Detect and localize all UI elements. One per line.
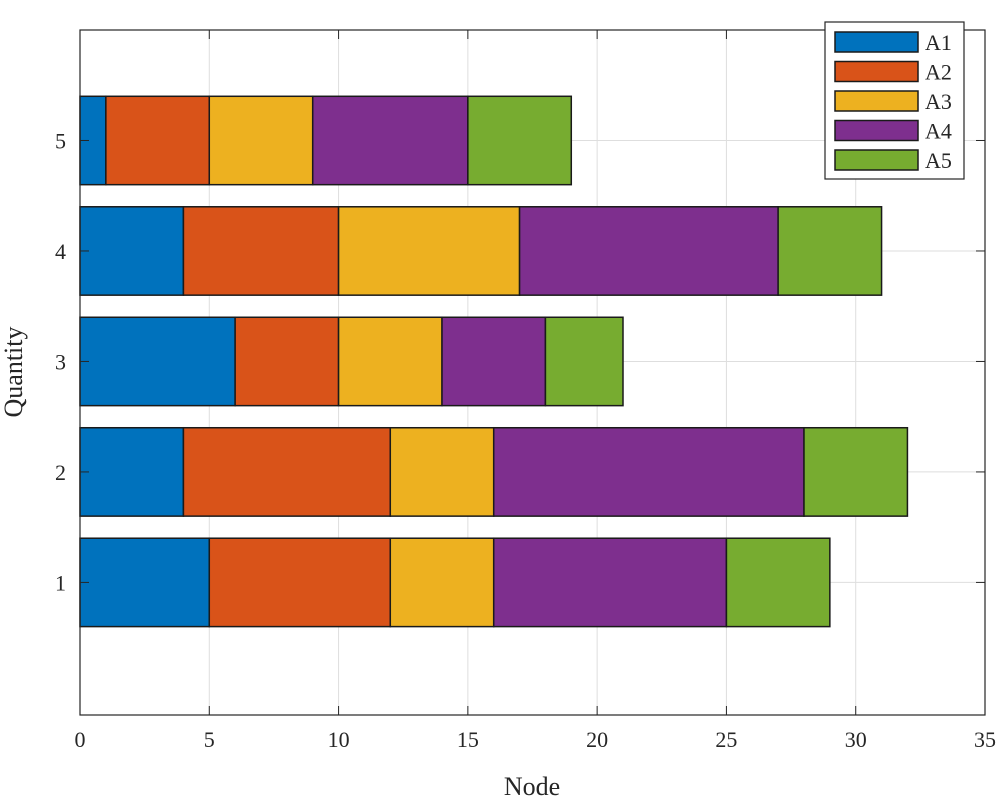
bar-a2-q1: [208, 537, 392, 628]
bar-a5-q1: [725, 537, 831, 628]
bar-a3-q3: [337, 316, 443, 407]
legend-label: A3: [925, 89, 952, 114]
bar-a4-q3: [441, 316, 547, 407]
x-tick-label: 30: [845, 727, 867, 752]
legend-swatch-a2: [834, 60, 919, 83]
legend-label: A1: [925, 30, 952, 55]
bar-a1-q2: [79, 426, 185, 517]
bar-a4-q2: [492, 426, 805, 517]
bar-a2-q5: [105, 95, 211, 186]
bar-a4-q5: [311, 95, 469, 186]
x-tick-label: 0: [75, 727, 86, 752]
bar-a5-q5: [467, 95, 573, 186]
bar-a3-q5: [208, 95, 314, 186]
axes-box: [79, 29, 986, 716]
y-tick-label: 1: [55, 570, 66, 595]
x-tick-label: 5: [204, 727, 215, 752]
bar-a4-q4: [518, 206, 779, 296]
legend-swatch-a4: [834, 119, 919, 142]
bars: [79, 95, 909, 628]
x-tick-label: 20: [586, 727, 608, 752]
x-tick-label: 25: [715, 727, 737, 752]
x-tick-label: 10: [328, 727, 350, 752]
x-tick-label: 15: [457, 727, 479, 752]
y-axis-label: Quantity: [0, 327, 28, 418]
legend-swatch-a1: [834, 31, 919, 53]
bar-a5-q2: [803, 426, 909, 517]
bar-a3-q2: [389, 426, 495, 517]
bar-a1-q4: [79, 206, 185, 296]
y-tick-label: 4: [55, 239, 66, 264]
bar-a4-q1: [492, 537, 728, 628]
legend: A1 A2 A3 A4 A5: [824, 21, 965, 180]
bar-a5-q4: [777, 206, 883, 296]
legend-label: A2: [925, 60, 952, 85]
legend-label: A5: [925, 148, 952, 173]
legend-swatch-a5: [834, 149, 919, 171]
legend-swatch-a3: [834, 90, 919, 112]
y-tick-label: 3: [55, 349, 66, 374]
bar-a2-q2: [182, 426, 392, 517]
bar-a2-q4: [182, 206, 340, 296]
bar-a1-q1: [79, 537, 211, 628]
bar-a2-q3: [234, 316, 340, 407]
ticks: 0 5 10 15 20 25 30 35 1 2 3 4 5: [55, 30, 996, 752]
legend-label: A4: [925, 119, 952, 144]
bar-a1-q3: [79, 316, 236, 407]
x-tick-label: 35: [974, 727, 996, 752]
bar-a3-q4: [337, 206, 521, 296]
y-tick-label: 5: [55, 128, 66, 153]
y-tick-label: 2: [55, 460, 66, 485]
x-axis-label: Node: [504, 772, 560, 801]
bar-a3-q1: [389, 537, 495, 628]
bar-a5-q3: [544, 316, 624, 407]
